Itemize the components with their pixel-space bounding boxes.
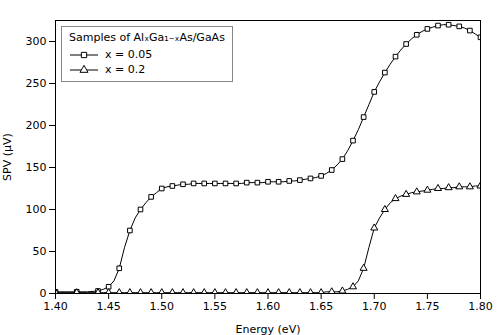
svg-text:100: 100 — [26, 203, 47, 216]
svg-text:1.45: 1.45 — [96, 300, 121, 313]
svg-text:1.55: 1.55 — [203, 300, 228, 313]
svg-text:1.60: 1.60 — [256, 300, 281, 313]
svg-text:1.75: 1.75 — [415, 300, 440, 313]
svg-text:1.65: 1.65 — [309, 300, 334, 313]
svg-text:1.50: 1.50 — [150, 300, 175, 313]
svg-text:1.70: 1.70 — [362, 300, 387, 313]
svg-text:Energy (eV): Energy (eV) — [236, 323, 301, 335]
svg-text:1.40: 1.40 — [43, 300, 68, 313]
svg-text:0: 0 — [40, 287, 47, 300]
html-text:x = 0.05: x = 0.05 — [105, 48, 153, 61]
svg-text:50: 50 — [33, 245, 47, 258]
svg-text:300: 300 — [26, 35, 47, 48]
svg-text:150: 150 — [26, 161, 47, 174]
svg-text:SPV (μV): SPV (μV) — [1, 133, 14, 181]
html-text:x = 0.2: x = 0.2 — [105, 63, 146, 76]
svg-text:250: 250 — [26, 77, 47, 90]
svg-text:1.80: 1.80 — [468, 300, 493, 313]
html-text:Samples of AlₓGa₁₋ₓAs/GaAs: Samples of AlₓGa₁₋ₓAs/GaAs — [69, 31, 225, 44]
svg-text:200: 200 — [26, 119, 47, 132]
